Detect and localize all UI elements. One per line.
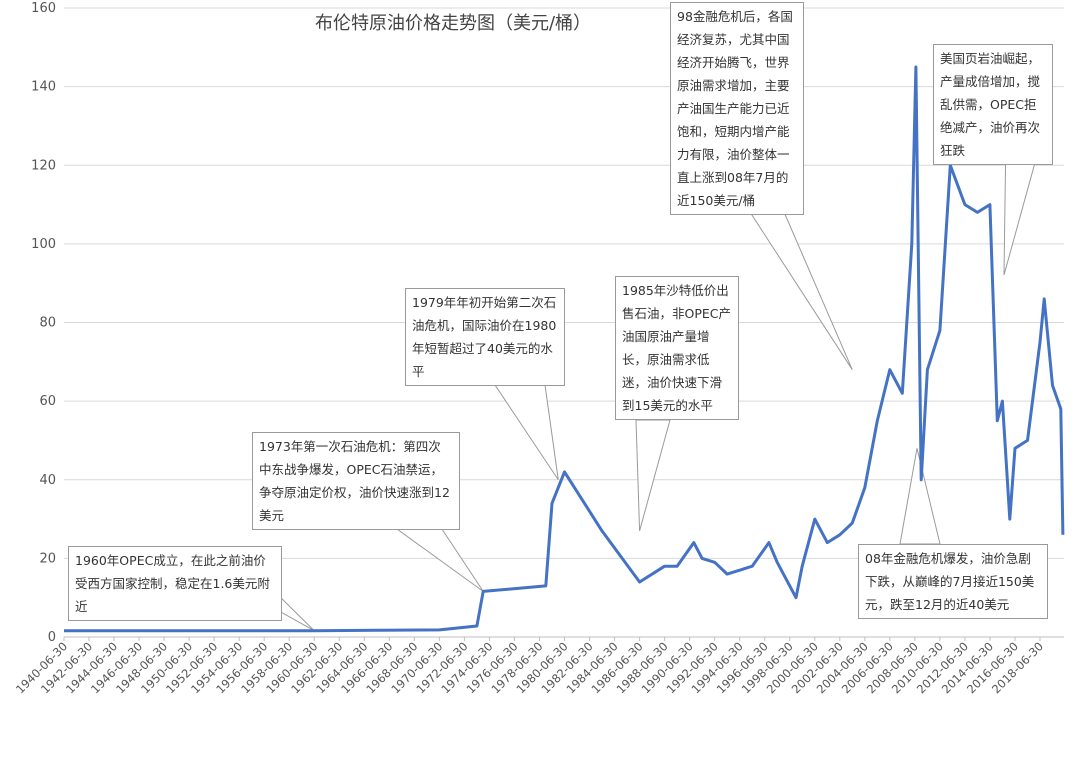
y-tick-label: 100 [31, 237, 56, 252]
annotation-crisis-1973: 1973年第一次石油危机：第四次中东战争爆发，OPEC石油禁运，争夺原油定价权，… [252, 432, 460, 530]
y-axis: 0 20 40 60 80 100 120 140 160 [31, 1, 56, 645]
gridlines [64, 7, 1064, 638]
annotation-rise-1998: 98金融危机后，各国经济复苏，尤其中国经济开始腾飞，世界原油需求增加，主要产油国… [670, 2, 804, 215]
series-line-brent [64, 65, 1065, 633]
y-tick-label: 120 [31, 158, 56, 173]
y-tick-label: 140 [31, 80, 56, 95]
leader-saudi-1985 [635, 419, 671, 531]
y-tick-label: 80 [39, 316, 56, 331]
y-tick-label: 20 [39, 551, 56, 566]
y-tick-label: 60 [39, 394, 56, 409]
y-tick-label: 160 [31, 1, 56, 16]
annotation-crisis-1979: 1979年年初开始第二次石油危机，国际油价在1980年短暂超过了40美元的水平 [405, 288, 565, 386]
annotation-opec-1960: 1960年OPEC成立，在此之前油价受西方国家控制，稳定在1.6美元附近 [68, 546, 282, 621]
chart-title: 布伦特原油价格走势图（美元/桶） [315, 13, 591, 34]
y-tick-label: 0 [48, 630, 56, 645]
y-tick-label: 40 [39, 473, 56, 488]
annotation-shale: 美国页岩油崛起，产量成倍增加，搅乱供需，OPEC拒绝减产，油价再次狂跌 [933, 44, 1053, 165]
annotation-crisis-2008: 08年金融危机爆发，油价急剧下跌，从巅峰的7月接近150美元，跌至12月的近40… [858, 544, 1048, 619]
annotation-saudi-1985: 1985年沙特低价出售石油，非OPEC产油国原油产量增长，原油需求低迷，油价快速… [615, 276, 739, 420]
